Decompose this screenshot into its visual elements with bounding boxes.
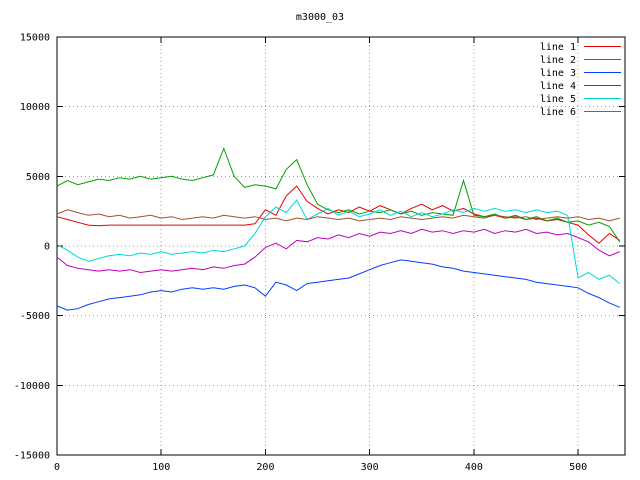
legend-label-3: line 3 — [540, 68, 576, 79]
x-tick-label: 400 — [465, 462, 483, 473]
plot-border — [56, 36, 626, 456]
series-line-2 — [56, 147, 621, 243]
legend-label-4: line 4 — [540, 81, 576, 92]
series-line-5 — [56, 199, 621, 284]
x-tick-label: 0 — [54, 462, 60, 473]
y-tick-label: 0 — [44, 242, 50, 253]
y-tick-label: -10000 — [14, 381, 50, 392]
y-tick-label: 5000 — [26, 172, 50, 183]
y-tick-label: -5000 — [20, 311, 50, 322]
x-tick-label: 100 — [152, 462, 170, 473]
legend-label-6: line 6 — [540, 107, 576, 118]
x-tick-label: 200 — [256, 462, 274, 473]
x-tick-label: 500 — [569, 462, 587, 473]
x-tick-label: 300 — [361, 462, 379, 473]
series-line-3 — [56, 259, 620, 311]
y-tick-label: -15000 — [14, 451, 50, 462]
y-tick-label: 10000 — [20, 102, 50, 113]
series-line-4 — [56, 228, 620, 274]
series-line-6 — [56, 209, 620, 222]
chart-title: m3000_03 — [296, 12, 344, 23]
y-tick-label: 15000 — [20, 33, 50, 44]
legend-label-2: line 2 — [540, 55, 576, 66]
legend-label-5: line 5 — [540, 94, 576, 105]
legend-label-1: line 1 — [540, 42, 576, 53]
